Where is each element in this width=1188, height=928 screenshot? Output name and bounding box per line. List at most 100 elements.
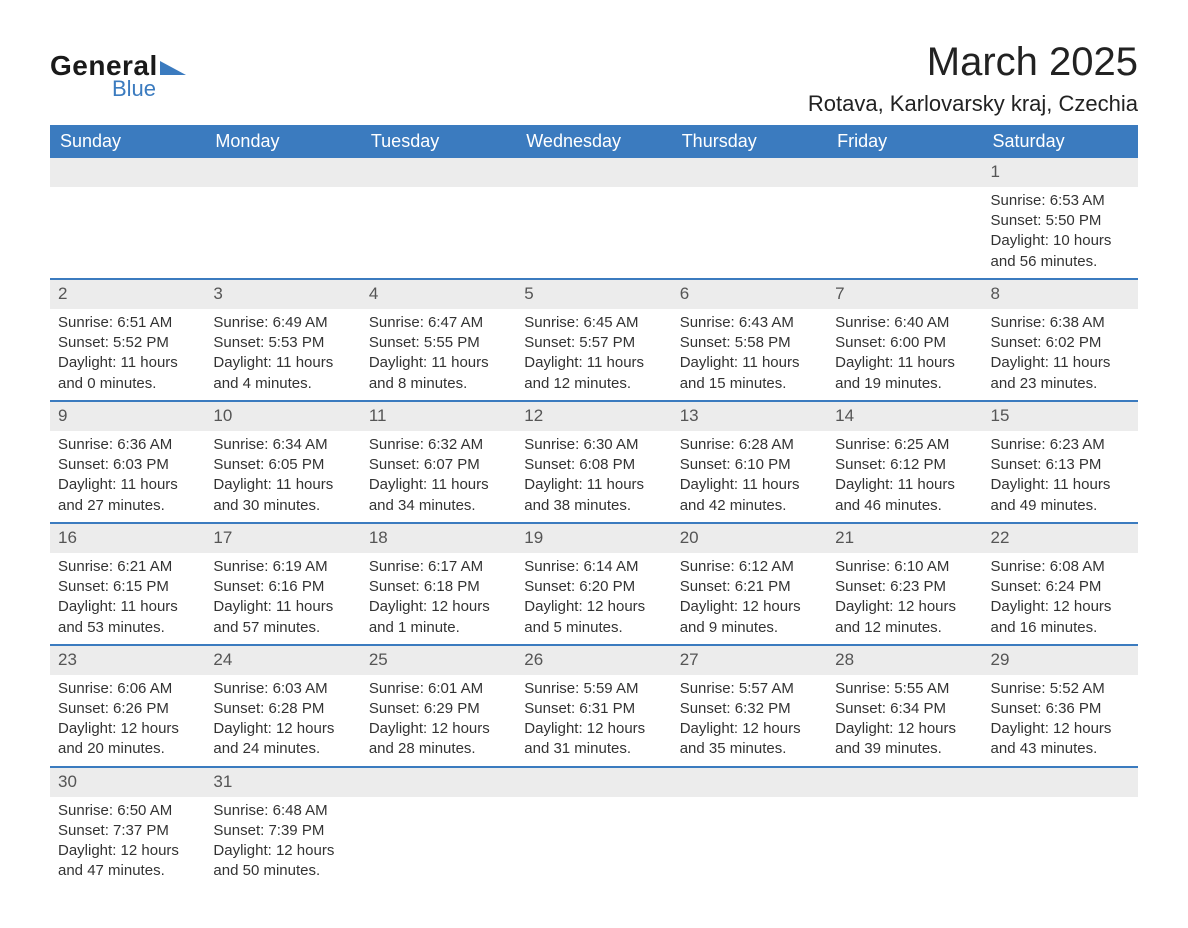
day-content: Sunrise: 6:01 AMSunset: 6:29 PMDaylight:… [361,675,516,766]
logo: General Blue [50,50,186,102]
day-content: Sunrise: 6:28 AMSunset: 6:10 PMDaylight:… [672,431,827,522]
day-d2: and 4 minutes. [213,374,352,394]
day-sr: Sunrise: 6:17 AM [369,557,508,577]
day-number: 12 [516,402,671,431]
day-content: Sunrise: 5:52 AMSunset: 6:36 PMDaylight:… [983,675,1138,766]
calendar-cell: 2Sunrise: 6:51 AMSunset: 5:52 PMDaylight… [50,279,205,401]
calendar-cell: 18 Sunrise: 6:17 AMSunset: 6:18 PMDayligh… [361,523,516,645]
day-content: Sunrise: 6:48 AMSunset: 7:39 PMDaylight:… [205,797,360,888]
day-sr: Sunrise: 6:34 AM [213,435,352,455]
day-number: 5 [516,280,671,309]
col-friday: Friday [827,125,982,158]
day-number [672,158,827,187]
day-d1: Daylight: 12 hours [991,597,1130,617]
calendar-cell: 28Sunrise: 5:55 AMSunset: 6:34 PMDayligh… [827,645,982,767]
calendar-week: 30Sunrise: 6:50 AMSunset: 7:37 PMDayligh… [50,767,1138,888]
day-d2: and 15 minutes. [680,374,819,394]
day-ss: Sunset: 6:31 PM [524,699,663,719]
day-sr: Sunrise: 5:55 AM [835,679,974,699]
day-sr: Sunrise: 6:50 AM [58,801,197,821]
day-number [827,158,982,187]
day-content [983,797,1138,879]
day-content: Sunrise: 6:47 AMSunset: 5:55 PMDaylight:… [361,309,516,400]
calendar-cell: 7Sunrise: 6:40 AMSunset: 6:00 PMDaylight… [827,279,982,401]
day-ss: Sunset: 6:18 PM [369,577,508,597]
day-number: 11 [361,402,516,431]
day-number: 25 [361,646,516,675]
day-d1: Daylight: 12 hours [369,597,508,617]
day-d2: and 35 minutes. [680,739,819,759]
day-d2: and 53 minutes. [58,618,197,638]
day-sr: Sunrise: 6:01 AM [369,679,508,699]
day-content [672,797,827,879]
calendar-cell: 23Sunrise: 6:06 AMSunset: 6:26 PMDayligh… [50,645,205,767]
day-d2: and 56 minutes. [991,252,1130,272]
calendar-cell: 9Sunrise: 6:36 AMSunset: 6:03 PMDaylight… [50,401,205,523]
calendar-week: 16Sunrise: 6:21 AMSunset: 6:15 PMDayligh… [50,523,1138,645]
day-number [516,158,671,187]
day-ss: Sunset: 5:57 PM [524,333,663,353]
calendar-cell: 27Sunrise: 5:57 AMSunset: 6:32 PMDayligh… [672,645,827,767]
day-d2: and 9 minutes. [680,618,819,638]
calendar-cell: 12Sunrise: 6:30 AMSunset: 6:08 PMDayligh… [516,401,671,523]
day-d2: and 1 minute. [369,618,508,638]
day-number: 6 [672,280,827,309]
day-content: Sunrise: 6:12 AMSunset: 6:21 PMDaylight:… [672,553,827,644]
day-number [50,158,205,187]
day-content: Sunrise: 6:40 AMSunset: 6:00 PMDaylight:… [827,309,982,400]
day-sr: Sunrise: 6:51 AM [58,313,197,333]
day-ss: Sunset: 6:24 PM [991,577,1130,597]
day-header-row: Sunday Monday Tuesday Wednesday Thursday… [50,125,1138,158]
calendar-cell: 25Sunrise: 6:01 AMSunset: 6:29 PMDayligh… [361,645,516,767]
day-sr: Sunrise: 6:43 AM [680,313,819,333]
day-d1: Daylight: 11 hours [58,597,197,617]
calendar-cell: 30Sunrise: 6:50 AMSunset: 7:37 PMDayligh… [50,767,205,888]
calendar-cell: 15Sunrise: 6:23 AMSunset: 6:13 PMDayligh… [983,401,1138,523]
day-sr: Sunrise: 5:52 AM [991,679,1130,699]
calendar-cell [516,767,671,888]
day-ss: Sunset: 6:08 PM [524,455,663,475]
calendar-cell [361,158,516,279]
day-d1: Daylight: 12 hours [369,719,508,739]
calendar-week: 9Sunrise: 6:36 AMSunset: 6:03 PMDaylight… [50,401,1138,523]
day-content [50,187,205,269]
day-sr: Sunrise: 6:21 AM [58,557,197,577]
day-content: Sunrise: 6:53 AMSunset: 5:50 PMDaylight:… [983,187,1138,278]
day-content: Sunrise: 6:32 AMSunset: 6:07 PMDaylight:… [361,431,516,522]
day-sr: Sunrise: 6:19 AM [213,557,352,577]
calendar-week: 1Sunrise: 6:53 AMSunset: 5:50 PMDaylight… [50,158,1138,279]
day-d1: Daylight: 12 hours [58,719,197,739]
day-number: 1 [983,158,1138,187]
day-ss: Sunset: 6:00 PM [835,333,974,353]
day-number: 17 [205,524,360,553]
day-sr: Sunrise: 6:12 AM [680,557,819,577]
day-ss: Sunset: 6:13 PM [991,455,1130,475]
day-number: 18 [361,524,516,553]
day-content: Sunrise: 6:25 AMSunset: 6:12 PMDaylight:… [827,431,982,522]
day-content [827,797,982,879]
calendar-cell [672,767,827,888]
col-thursday: Thursday [672,125,827,158]
col-wednesday: Wednesday [516,125,671,158]
day-number: 29 [983,646,1138,675]
day-ss: Sunset: 7:39 PM [213,821,352,841]
col-sunday: Sunday [50,125,205,158]
day-sr: Sunrise: 6:40 AM [835,313,974,333]
day-ss: Sunset: 6:02 PM [991,333,1130,353]
day-d1: Daylight: 11 hours [213,597,352,617]
day-ss: Sunset: 6:23 PM [835,577,974,597]
day-content [827,187,982,269]
day-d1: Daylight: 12 hours [991,719,1130,739]
calendar-cell [983,767,1138,888]
calendar-cell: 29Sunrise: 5:52 AMSunset: 6:36 PMDayligh… [983,645,1138,767]
calendar-cell [672,158,827,279]
day-ss: Sunset: 6:29 PM [369,699,508,719]
day-d1: Daylight: 11 hours [680,353,819,373]
calendar-cell: 22Sunrise: 6:08 AMSunset: 6:24 PMDayligh… [983,523,1138,645]
day-sr: Sunrise: 5:57 AM [680,679,819,699]
day-number: 10 [205,402,360,431]
day-d2: and 42 minutes. [680,496,819,516]
day-number: 15 [983,402,1138,431]
calendar-cell: 26Sunrise: 5:59 AMSunset: 6:31 PMDayligh… [516,645,671,767]
calendar-cell: 24Sunrise: 6:03 AMSunset: 6:28 PMDayligh… [205,645,360,767]
